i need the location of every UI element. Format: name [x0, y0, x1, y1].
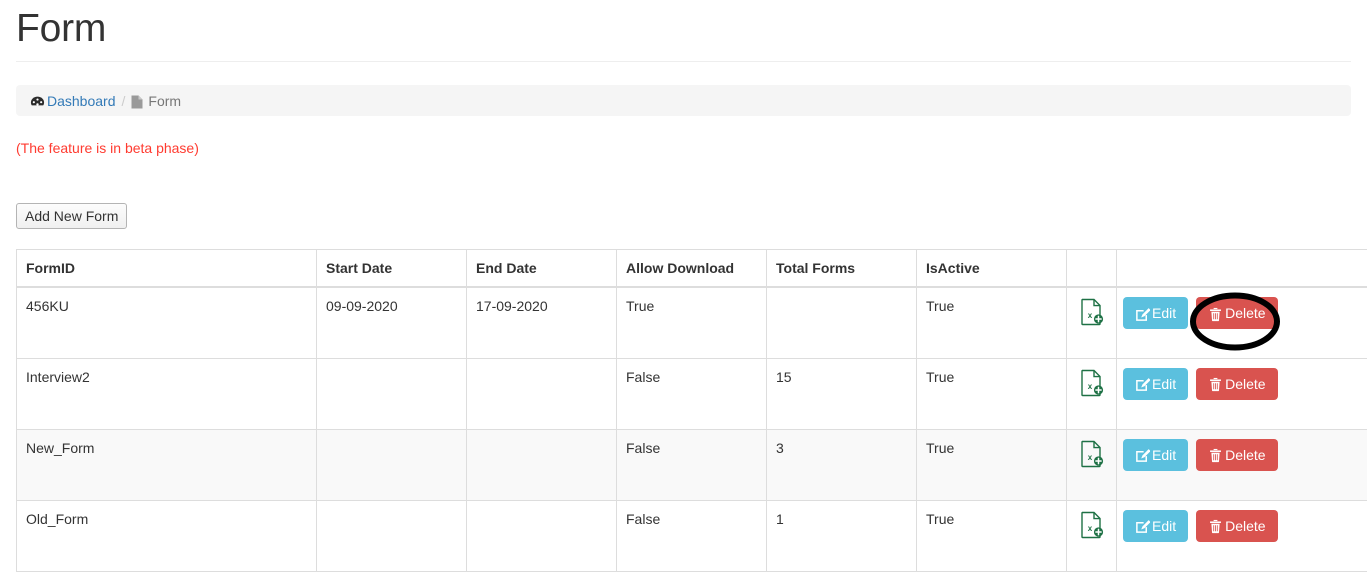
cell-allow-download: False: [616, 499, 767, 572]
row-action-group: Edit Delete: [1123, 438, 1367, 471]
column-header-start-date: Start Date: [316, 249, 467, 288]
edit-button-label: Edit: [1152, 517, 1177, 534]
cell-export: x: [1066, 428, 1117, 501]
pencil-square-icon: [1135, 448, 1150, 463]
cell-actions: Edit Delete: [1116, 499, 1367, 572]
pencil-square-icon: [1135, 307, 1150, 322]
table-row: New_Form False 3 True x: [16, 428, 1367, 501]
cell-allow-download: False: [616, 428, 767, 501]
edit-button[interactable]: Edit: [1123, 509, 1189, 542]
delete-button-label: Delete: [1225, 517, 1266, 534]
beta-phase-note: (The feature is in beta phase): [16, 140, 199, 156]
cell-actions: Edit Delete: [1116, 286, 1367, 359]
cell-end-date: 17-09-2020: [466, 286, 617, 359]
breadcrumb-item-form: Form: [131, 93, 181, 109]
cell-total-forms: 1: [766, 499, 917, 572]
edit-button[interactable]: Edit: [1123, 297, 1189, 329]
cell-end-date: [466, 357, 617, 430]
table-row: 456KU 09-09-2020 17-09-2020 True True x: [16, 286, 1367, 359]
cell-start-date: [316, 499, 467, 572]
excel-export-icon[interactable]: x: [1080, 298, 1104, 326]
delete-button[interactable]: Delete: [1196, 509, 1278, 542]
cell-isactive: True: [916, 499, 1067, 572]
cell-isactive: True: [916, 286, 1067, 359]
cell-total-forms: 15: [766, 357, 917, 430]
pencil-square-icon: [1135, 519, 1150, 534]
svg-text:x: x: [1087, 382, 1092, 391]
excel-export-icon[interactable]: x: [1080, 511, 1104, 539]
row-action-group: Edit Delete: [1123, 509, 1367, 542]
column-header-formid: FormID: [16, 249, 317, 288]
cell-isactive: True: [916, 357, 1067, 430]
delete-button-label: Delete: [1225, 375, 1266, 392]
edit-button[interactable]: Edit: [1123, 367, 1189, 400]
cell-actions: Edit Delete: [1116, 428, 1367, 501]
cell-export: x: [1066, 499, 1117, 572]
add-new-form-button[interactable]: Add New Form: [16, 203, 128, 229]
cell-start-date: [316, 357, 467, 430]
column-header-allow-download: Allow Download: [616, 249, 767, 288]
dashboard-icon: [30, 95, 45, 109]
delete-button-label: Delete: [1225, 305, 1266, 321]
svg-text:x: x: [1087, 311, 1092, 320]
table-row: Interview2 False 15 True x: [16, 357, 1367, 430]
cell-start-date: [316, 428, 467, 501]
cell-export: x: [1066, 286, 1117, 359]
excel-export-icon[interactable]: x: [1080, 369, 1104, 397]
trash-icon: [1208, 377, 1223, 392]
cell-formid: 456KU: [16, 286, 317, 359]
cell-end-date: [466, 499, 617, 572]
table-header-row: FormID Start Date End Date Allow Downloa…: [16, 249, 1367, 288]
file-icon: [131, 95, 146, 109]
column-header-actions: [1116, 249, 1367, 288]
pencil-square-icon: [1135, 377, 1150, 392]
delete-button[interactable]: Delete: [1196, 367, 1278, 400]
trash-icon: [1208, 307, 1223, 322]
table-row: Old_Form False 1 True x: [16, 499, 1367, 572]
cell-allow-download: False: [616, 357, 767, 430]
row-action-group: Edit Delete: [1123, 367, 1367, 400]
excel-export-icon[interactable]: x: [1080, 440, 1104, 468]
cell-total-forms: 3: [766, 428, 917, 501]
cell-formid: New_Form: [16, 428, 317, 501]
cell-total-forms: [766, 286, 917, 359]
edit-button[interactable]: Edit: [1123, 438, 1189, 471]
column-header-end-date: End Date: [466, 249, 617, 288]
cell-allow-download: True: [616, 286, 767, 359]
delete-button-label: Delete: [1225, 446, 1266, 463]
cell-isactive: True: [916, 428, 1067, 501]
breadcrumb-item-dashboard[interactable]: Dashboard: [30, 93, 116, 109]
table-header: FormID Start Date End Date Allow Downloa…: [16, 249, 1367, 288]
breadcrumb: Dashboard / Form: [16, 85, 1351, 116]
trash-icon: [1208, 519, 1223, 534]
svg-text:x: x: [1087, 524, 1092, 533]
cell-export: x: [1066, 357, 1117, 430]
cell-end-date: [466, 428, 617, 501]
page-title: Form: [16, 7, 107, 50]
breadcrumb-item-form-label: Form: [148, 92, 182, 109]
cell-formid: Interview2: [16, 357, 317, 430]
edit-button-label: Edit: [1152, 305, 1177, 321]
delete-button[interactable]: Delete: [1196, 297, 1278, 329]
column-header-total-forms: Total Forms: [766, 249, 917, 288]
page-header: Form: [16, 6, 1351, 62]
cell-actions: Edit Delete: [1116, 357, 1367, 430]
cell-start-date: 09-09-2020: [316, 286, 467, 359]
svg-text:x: x: [1087, 453, 1092, 462]
trash-icon: [1208, 448, 1223, 463]
table-body: 456KU 09-09-2020 17-09-2020 True True x: [16, 286, 1367, 572]
forms-table: FormID Start Date End Date Allow Downloa…: [16, 249, 1367, 572]
column-header-export: [1066, 249, 1117, 288]
breadcrumb-item-dashboard-label: Dashboard: [47, 92, 116, 109]
cell-formid: Old_Form: [16, 499, 317, 572]
delete-button[interactable]: Delete: [1196, 438, 1278, 471]
edit-button-label: Edit: [1152, 375, 1177, 392]
breadcrumb-separator: /: [121, 92, 126, 109]
column-header-isactive: IsActive: [916, 249, 1067, 288]
edit-button-label: Edit: [1152, 446, 1177, 463]
row-action-group: Edit Delete: [1123, 297, 1367, 329]
